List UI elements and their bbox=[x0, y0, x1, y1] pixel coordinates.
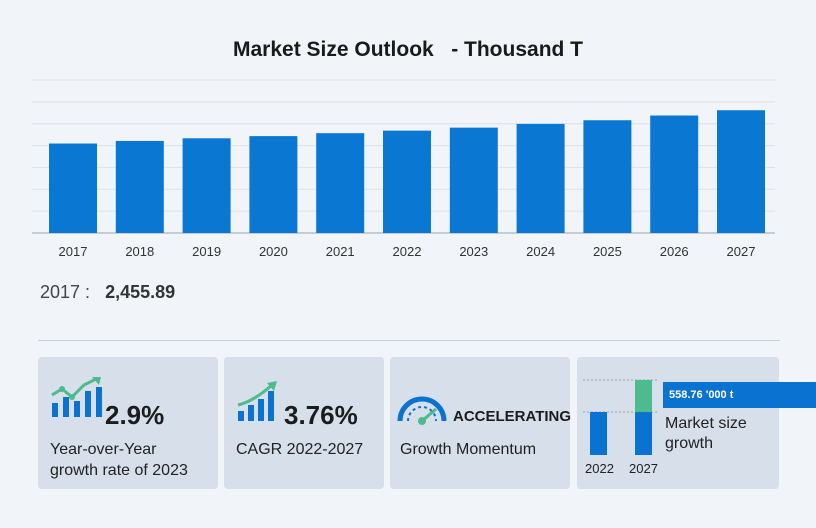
growth-chart-icon bbox=[51, 377, 102, 417]
growth-year-end: 2027 bbox=[629, 461, 658, 476]
yoy-desc-line2: growth rate of 2023 bbox=[50, 462, 188, 479]
bar-2026[interactable] bbox=[650, 115, 699, 233]
x-tick-label: 2021 bbox=[326, 244, 355, 259]
x-tick-label: 2025 bbox=[593, 244, 622, 259]
divider bbox=[38, 340, 780, 341]
momentum-card: ACCELERATING Growth Momentum bbox=[390, 357, 572, 489]
rising-bars-icon bbox=[237, 381, 277, 421]
x-tick-label: 2027 bbox=[727, 244, 756, 259]
cagr-description: CAGR 2022-2027 bbox=[236, 441, 364, 458]
x-tick-label: 2017 bbox=[59, 244, 88, 259]
momentum-description: Growth Momentum bbox=[400, 441, 537, 458]
x-tick-label: 2019 bbox=[192, 244, 221, 259]
growth-badge: 558.76 '000 t bbox=[663, 382, 816, 408]
bar-2023[interactable] bbox=[449, 127, 498, 233]
x-tick-label: 2024 bbox=[526, 244, 555, 259]
bar-2027[interactable] bbox=[717, 110, 765, 233]
bar-2018[interactable] bbox=[115, 140, 164, 233]
growth-desc-line1: Market size bbox=[665, 415, 747, 432]
x-tick-label: 2026 bbox=[660, 244, 689, 259]
bar-2024[interactable] bbox=[516, 123, 565, 233]
x-tick-label: 2022 bbox=[393, 244, 422, 259]
x-tick-label: 2023 bbox=[459, 244, 488, 259]
bar-2022[interactable] bbox=[383, 130, 431, 233]
growth-year-start: 2022 bbox=[585, 461, 614, 476]
yoy-description: Year-over-Year growth rate of 2023 bbox=[50, 439, 188, 481]
bar-2020[interactable] bbox=[249, 136, 298, 233]
selected-value-row: 2017 : 2,455.89 bbox=[40, 282, 175, 303]
growth-desc-line2: growth bbox=[665, 435, 714, 452]
selected-year-label: 2017 : bbox=[40, 282, 91, 302]
bar-chart: 2017 2018 2019 2020 2021 2022 2023 2024 2025 2026… bbox=[32, 79, 775, 259]
cagr-card: 3.76% CAGR 2022-2027 bbox=[224, 357, 384, 489]
growth-description: Market size growth bbox=[665, 414, 747, 454]
yoy-card: 2.9% Year-over-Year growth rate of 2023 bbox=[38, 357, 218, 489]
chart-title: Market Size Outlook - Thousand T bbox=[232, 38, 584, 61]
selected-value: 2,455.89 bbox=[105, 282, 176, 302]
x-tick-label: 2020 bbox=[259, 244, 288, 259]
speedometer-icon bbox=[397, 396, 447, 425]
bar-2021[interactable] bbox=[316, 133, 365, 233]
bar-2025[interactable] bbox=[583, 120, 632, 233]
yoy-desc-line1: Year-over-Year bbox=[50, 441, 157, 458]
bar-2019[interactable] bbox=[182, 138, 231, 233]
market-growth-card: 558.76 '000 t 2022 2027 Market size grow… bbox=[577, 357, 816, 489]
bar-2017[interactable] bbox=[49, 143, 97, 233]
growth-comparison-icon bbox=[583, 379, 657, 455]
yoy-value: 2.9% bbox=[105, 400, 165, 430]
chart-x-ticks: 2017 2018 2019 2020 2021 2022 2023 2024 2025 2026… bbox=[59, 244, 756, 259]
chart-bars bbox=[49, 110, 765, 233]
cagr-value: 3.76% bbox=[284, 400, 358, 430]
x-tick-label: 2018 bbox=[125, 244, 154, 259]
momentum-value: ACCELERATING bbox=[453, 408, 572, 425]
